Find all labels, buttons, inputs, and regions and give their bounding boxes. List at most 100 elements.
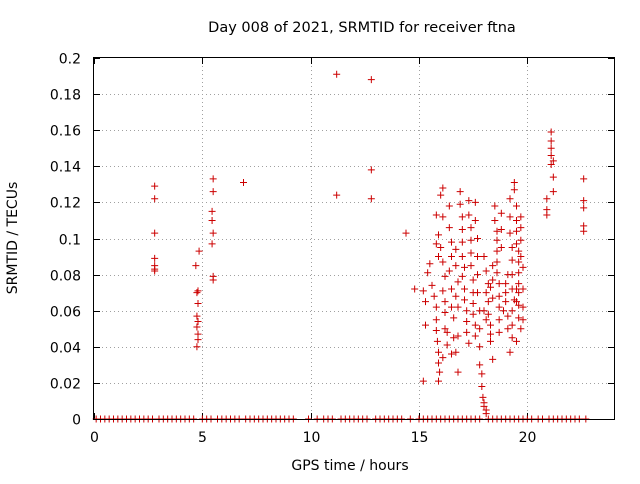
chart-title: Day 008 of 2021, SRMTID for receiver ftn… bbox=[208, 20, 516, 36]
data-point bbox=[508, 256, 516, 264]
data-point bbox=[194, 318, 202, 326]
data-point bbox=[193, 289, 201, 297]
data-point bbox=[151, 254, 159, 262]
plot-frame bbox=[93, 57, 615, 420]
data-point bbox=[419, 287, 427, 295]
data-point bbox=[519, 303, 527, 311]
data-point bbox=[456, 188, 464, 196]
data-point bbox=[487, 337, 494, 345]
data-point bbox=[467, 224, 475, 232]
y-tick-label: 0.2 bbox=[59, 52, 81, 68]
data-point bbox=[432, 211, 440, 219]
data-point bbox=[513, 216, 520, 224]
data-point bbox=[478, 383, 486, 391]
data-point bbox=[504, 325, 512, 333]
data-point bbox=[367, 195, 375, 203]
data-point bbox=[452, 348, 460, 356]
data-point bbox=[476, 361, 484, 369]
data-point bbox=[151, 229, 159, 237]
data-point bbox=[439, 287, 447, 295]
data-point bbox=[543, 211, 551, 219]
x-tick-label: 20 bbox=[519, 430, 537, 446]
data-point bbox=[549, 157, 557, 165]
data-point bbox=[458, 213, 466, 221]
x-tick-labels: 0 5 10 15 20 bbox=[90, 430, 536, 446]
data-point bbox=[515, 258, 523, 266]
data-point bbox=[192, 262, 200, 270]
data-point bbox=[502, 289, 510, 297]
data-point bbox=[441, 298, 449, 306]
data-point bbox=[422, 321, 429, 329]
data-point bbox=[463, 328, 471, 336]
data-point bbox=[508, 307, 516, 315]
data-point bbox=[493, 236, 501, 244]
data-point bbox=[484, 280, 492, 288]
data-point bbox=[495, 292, 503, 300]
data-point bbox=[454, 368, 462, 376]
data-point bbox=[487, 321, 494, 329]
data-point bbox=[517, 253, 525, 261]
data-point bbox=[467, 249, 475, 257]
data-point bbox=[151, 182, 159, 190]
data-point bbox=[471, 321, 479, 329]
data-point bbox=[502, 280, 510, 288]
data-point bbox=[549, 188, 557, 196]
data-point bbox=[419, 377, 427, 385]
data-point bbox=[513, 240, 520, 248]
y-tick-label: 0.18 bbox=[50, 88, 81, 104]
data-point bbox=[580, 204, 588, 212]
data-point bbox=[458, 253, 466, 261]
data-point bbox=[474, 271, 481, 279]
data-point bbox=[547, 128, 555, 136]
data-point bbox=[193, 312, 201, 320]
data-point bbox=[208, 207, 216, 215]
data-point bbox=[517, 224, 525, 232]
data-point bbox=[439, 184, 447, 192]
data-point bbox=[476, 343, 484, 351]
y-tick-label: 0.16 bbox=[50, 124, 81, 140]
data-point bbox=[482, 267, 490, 275]
data-point bbox=[333, 191, 341, 199]
data-point bbox=[452, 262, 460, 270]
data-point bbox=[489, 355, 497, 363]
data-point bbox=[484, 310, 492, 318]
data-point bbox=[443, 328, 451, 336]
data-point bbox=[471, 216, 479, 224]
data-point bbox=[515, 280, 523, 288]
data-point bbox=[428, 281, 436, 289]
data-point bbox=[506, 348, 514, 356]
y-tick-label: 0.02 bbox=[50, 377, 81, 393]
data-point bbox=[193, 323, 201, 331]
data-point bbox=[513, 298, 520, 306]
data-point bbox=[151, 195, 159, 203]
data-point bbox=[461, 285, 468, 293]
data-point bbox=[432, 316, 440, 324]
data-point bbox=[448, 303, 455, 311]
data-point bbox=[426, 260, 434, 268]
data-point bbox=[458, 225, 466, 233]
data-point bbox=[456, 200, 464, 208]
data-point bbox=[208, 216, 216, 224]
data-point bbox=[471, 198, 479, 206]
data-point bbox=[495, 280, 503, 288]
data-point bbox=[474, 289, 481, 297]
y-tick-label: 0.04 bbox=[50, 341, 81, 357]
data-point bbox=[495, 328, 503, 336]
data-point bbox=[493, 258, 501, 266]
data-point bbox=[367, 76, 375, 84]
data-point bbox=[478, 370, 486, 378]
data-point bbox=[495, 316, 503, 324]
data-point bbox=[436, 368, 444, 376]
data-point bbox=[195, 247, 203, 255]
data-point bbox=[445, 224, 453, 232]
data-point bbox=[517, 325, 525, 333]
data-point bbox=[448, 238, 455, 246]
data-point bbox=[502, 298, 510, 306]
data-point bbox=[435, 231, 442, 239]
data-point bbox=[433, 337, 441, 345]
data-point bbox=[435, 359, 442, 367]
data-point bbox=[424, 269, 432, 277]
data-point bbox=[510, 186, 518, 194]
data-point bbox=[493, 227, 501, 235]
